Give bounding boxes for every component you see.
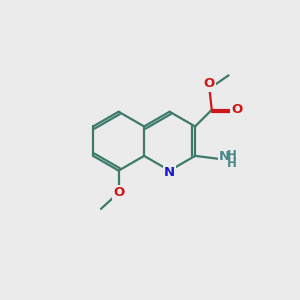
Text: O: O [114, 186, 125, 199]
Text: O: O [203, 77, 214, 90]
Text: N: N [218, 150, 230, 163]
Text: O: O [232, 103, 243, 116]
Text: H: H [227, 157, 237, 170]
Text: N: N [164, 166, 175, 178]
Text: H: H [227, 149, 237, 162]
